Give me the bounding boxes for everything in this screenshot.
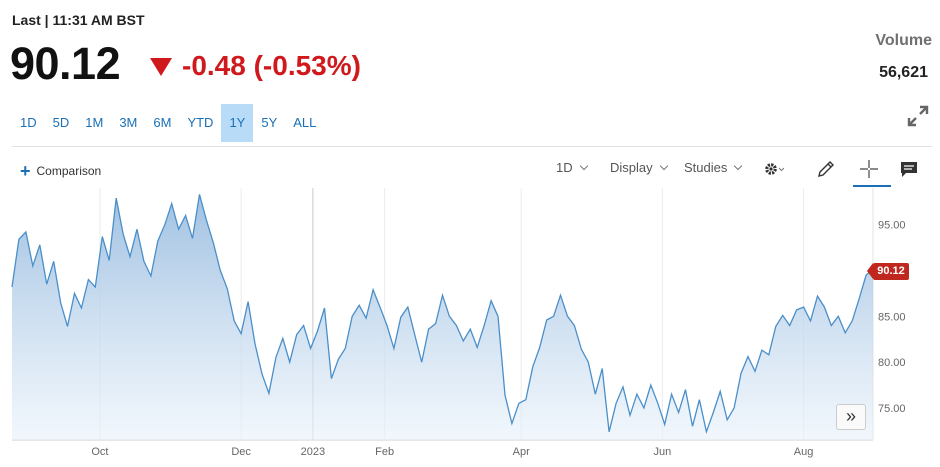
range-ytd[interactable]: YTD: [187, 115, 214, 130]
range-1d[interactable]: 1D: [20, 115, 37, 130]
studies-label: Studies: [684, 160, 728, 175]
range-5y[interactable]: 5Y: [261, 115, 278, 130]
range-6m[interactable]: 6M: [153, 115, 172, 130]
crosshair-icon[interactable]: [858, 158, 880, 180]
x-tick-label: 2023: [301, 446, 325, 458]
range-all[interactable]: ALL: [293, 115, 317, 130]
price-change: -0.48 (-0.53%): [150, 50, 361, 82]
comparison-label: Comparison: [36, 164, 102, 178]
display-label: Display: [610, 160, 653, 175]
y-tick-label: 80.00: [878, 357, 906, 369]
pencil-icon[interactable]: [815, 158, 837, 180]
down-arrow-icon: [150, 58, 172, 76]
x-tick-label: Aug: [794, 446, 814, 458]
comment-icon[interactable]: [898, 158, 920, 180]
x-tick-label: Dec: [231, 446, 251, 458]
range-3m[interactable]: 3M: [119, 115, 138, 130]
plus-icon: +: [20, 161, 31, 181]
x-tick-label: Jun: [654, 446, 672, 458]
last-price: 90.12: [10, 38, 121, 89]
y-tick-label: 75.00: [878, 403, 906, 415]
divider: [12, 146, 932, 147]
chevron-down-icon: [734, 161, 743, 170]
chevron-down-icon: [659, 161, 668, 170]
expand-icon[interactable]: [906, 104, 930, 128]
last-trade-time: Last | 11:31 AM BST: [12, 12, 145, 28]
price-area: [12, 194, 873, 440]
display-dropdown[interactable]: Display: [610, 160, 668, 175]
x-tick-label: Feb: [375, 446, 394, 458]
price-change-value: -0.48 (-0.53%): [182, 50, 361, 81]
y-tick-label: 85.00: [878, 311, 906, 323]
chevron-down-icon: [579, 161, 588, 170]
interval-dropdown[interactable]: 1D: [556, 160, 588, 175]
last-price-badge: 90.12: [867, 263, 909, 280]
studies-dropdown[interactable]: Studies: [684, 160, 743, 175]
gear-icon[interactable]: [762, 158, 784, 180]
range-selector: 1D 5D 1M 3M 6M YTD 1Y 5Y ALL: [12, 104, 324, 142]
double-chevron-right-icon[interactable]: »: [836, 404, 866, 430]
volume-label: Volume: [875, 32, 932, 49]
price-line: [11, 194, 874, 435]
x-tick-label: Oct: [91, 446, 108, 458]
range-5d[interactable]: 5D: [52, 115, 70, 130]
range-1y[interactable]: 1Y: [221, 104, 254, 142]
range-1m[interactable]: 1M: [85, 115, 104, 130]
interval-label: 1D: [556, 160, 573, 175]
comparison-button[interactable]: + Comparison: [20, 161, 102, 181]
crosshair-active-indicator: [853, 185, 891, 187]
volume-value: 56,621: [879, 64, 928, 81]
y-tick-label: 95.00: [878, 220, 906, 232]
x-tick-label: Apr: [513, 446, 530, 458]
